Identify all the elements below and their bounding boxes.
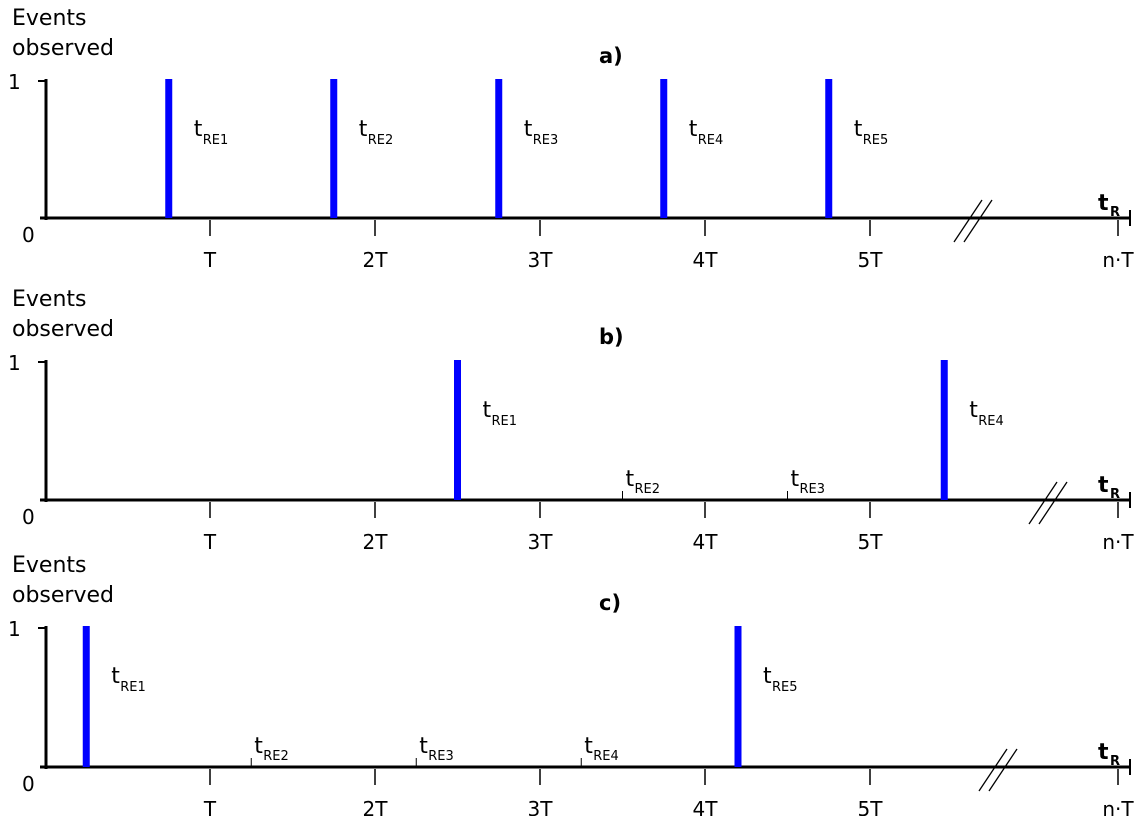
event-label-subscript: RE2 — [368, 133, 394, 148]
y-axis-label: Events — [12, 553, 87, 578]
x-tick-label: 5T — [858, 248, 884, 272]
event-label: t — [483, 398, 492, 423]
event-bar — [454, 360, 461, 500]
y-axis-label: observed — [12, 583, 114, 608]
x-tick-label: n·T — [1102, 530, 1134, 554]
x-axis-name-subscript: R — [1110, 205, 1120, 220]
x-tick-label: 5T — [858, 797, 884, 816]
x-tick-label: T — [203, 530, 217, 554]
event-bar — [660, 79, 668, 218]
event-label: t — [854, 117, 863, 142]
event-label-subscript: RE5 — [772, 680, 798, 695]
y-tick-label: 1 — [8, 70, 21, 94]
event-label-subscript: RE4 — [978, 414, 1004, 429]
event-label: t — [626, 467, 635, 492]
y-axis-label: Events — [12, 6, 87, 31]
x-axis-name: t — [1098, 191, 1109, 216]
x-tick-label: 3T — [528, 797, 554, 816]
event-label-subscript: RE4 — [593, 749, 619, 764]
event-bar — [940, 360, 948, 500]
x-axis-name: t — [1098, 473, 1109, 498]
x-tick-label: n·T — [1102, 797, 1134, 816]
x-tick-label: T — [203, 797, 217, 816]
y-tick-label: 0 — [22, 772, 35, 796]
panel-title: a) — [599, 44, 623, 68]
event-label: t — [584, 734, 593, 759]
axis-break-mark — [953, 199, 983, 243]
x-tick-label: 2T — [363, 797, 389, 816]
event-label: t — [524, 117, 533, 142]
event-label: t — [419, 734, 428, 759]
x-axis-name-subscript: R — [1110, 487, 1120, 502]
x-tick-label: 2T — [363, 248, 389, 272]
event-label: t — [689, 117, 698, 142]
event-bar — [165, 79, 173, 218]
event-label-subscript: RE2 — [263, 749, 289, 764]
event-bar — [495, 79, 503, 218]
event-bar — [330, 79, 338, 218]
event-label: t — [359, 117, 368, 142]
x-tick-label: 3T — [528, 248, 554, 272]
axis-break-mark — [988, 748, 1018, 792]
y-tick-label: 0 — [22, 223, 35, 247]
event-label-subscript: RE3 — [800, 482, 826, 497]
event-label: t — [791, 467, 800, 492]
event-label-subscript: RE3 — [533, 133, 559, 148]
event-label-subscript: RE1 — [492, 414, 518, 429]
event-bar — [825, 79, 833, 218]
event-label: t — [763, 664, 772, 689]
y-axis-label: observed — [12, 317, 114, 342]
event-label-subscript: RE4 — [698, 133, 724, 148]
event-label-subscript: RE1 — [203, 133, 229, 148]
event-label: t — [194, 117, 203, 142]
x-axis-name-subscript: R — [1110, 754, 1120, 769]
event-label: t — [111, 664, 120, 689]
axis-break-mark — [1038, 481, 1068, 525]
x-tick-label: 2T — [363, 530, 389, 554]
y-axis-label: Events — [12, 287, 87, 312]
panel-title: c) — [599, 591, 621, 615]
event-bar — [734, 626, 742, 767]
x-tick-label: 4T — [693, 248, 719, 272]
x-tick-label: 4T — [693, 797, 719, 816]
panel-title: b) — [599, 325, 624, 349]
x-tick-label: n·T — [1102, 248, 1134, 272]
y-axis-label: observed — [12, 36, 114, 61]
event-label-subscript: RE3 — [428, 749, 454, 764]
axis-break-mark — [1028, 481, 1058, 525]
y-tick-label: 1 — [8, 617, 21, 641]
x-axis-name: t — [1098, 740, 1109, 765]
x-tick-label: 5T — [858, 530, 884, 554]
x-tick-label: T — [203, 248, 217, 272]
x-tick-label: 4T — [693, 530, 719, 554]
x-tick-label: 3T — [528, 530, 554, 554]
event-label-subscript: RE2 — [635, 482, 661, 497]
axis-break-mark — [978, 748, 1008, 792]
event-label-subscript: RE1 — [120, 680, 146, 695]
event-label: t — [969, 398, 978, 423]
event-label: t — [254, 734, 263, 759]
y-tick-label: 1 — [8, 351, 21, 375]
event-bar — [82, 626, 90, 767]
y-tick-label: 0 — [22, 505, 35, 529]
axis-break-mark — [963, 199, 993, 243]
event-label-subscript: RE5 — [863, 133, 889, 148]
